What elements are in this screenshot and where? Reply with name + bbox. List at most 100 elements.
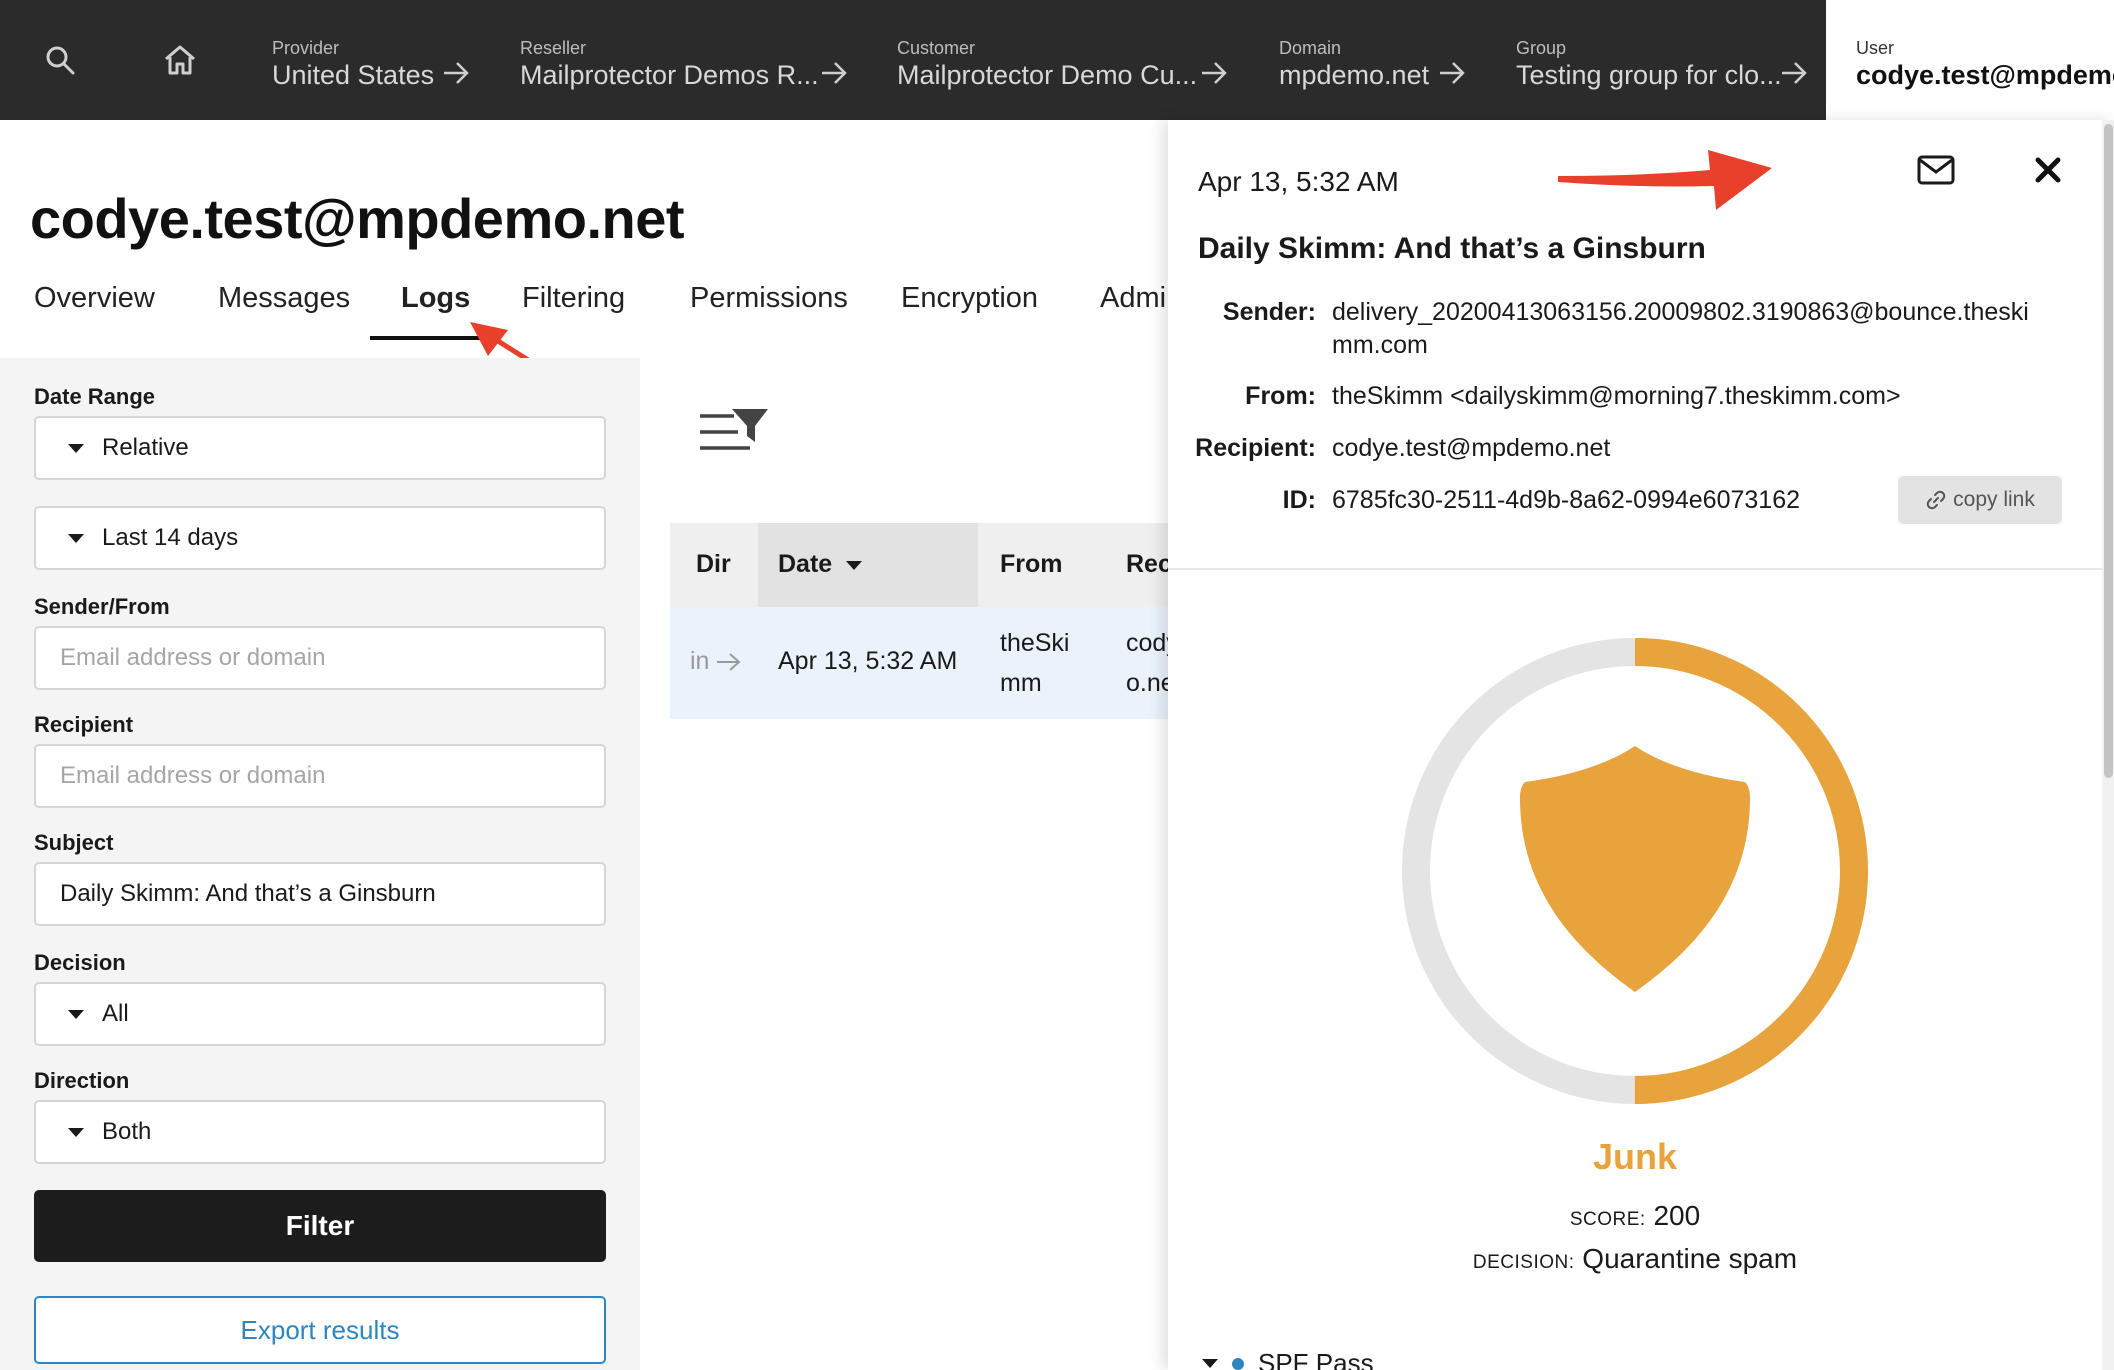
detail-date: Apr 13, 5:32 AM <box>1198 166 1399 197</box>
recipient-key: Recipient: <box>1195 434 1316 462</box>
breadcrumb-user[interactable]: User codye.test@mpdemo.net <box>1826 0 2114 120</box>
close-icon[interactable] <box>2034 156 2062 184</box>
breadcrumb-domain[interactable]: Domain mpdemo.net <box>1279 38 1429 92</box>
row-from-line1: theSki <box>1000 629 1070 657</box>
score-gauge <box>1402 638 1868 1104</box>
shield-icon <box>1520 746 1750 992</box>
page-title: codye.test@mpdemo.net <box>30 187 685 250</box>
arrow-right-icon <box>1440 62 1465 84</box>
envelope-icon[interactable] <box>1916 154 1956 186</box>
row-recipient-line2: o.ne <box>1126 669 1168 697</box>
spf-result-toggle[interactable]: SPF Pass <box>1202 1348 1374 1370</box>
column-dir[interactable]: Dir <box>696 550 731 578</box>
scrollbar[interactable] <box>2102 120 2114 1370</box>
export-results-button[interactable]: Export results <box>34 1296 606 1364</box>
breadcrumb-label: Group <box>1516 38 1567 58</box>
arrow-right-icon <box>1202 62 1227 84</box>
sender-key: Sender: <box>1222 298 1316 326</box>
arrow-right-icon <box>444 62 469 84</box>
scrollbar-thumb[interactable] <box>2104 124 2113 778</box>
breadcrumb-value: codye.test@mpdemo.net <box>1856 60 2114 90</box>
date-range-type-select[interactable]: Relative <box>34 416 606 480</box>
direction-text: in <box>690 647 710 675</box>
row-direction: in <box>690 647 742 676</box>
tab-admin[interactable]: Admin <box>1100 282 1168 314</box>
decision-label: Decision <box>34 950 126 975</box>
breadcrumb-value: mpdemo.net <box>1279 60 1430 90</box>
sender-value-line2: mm.com <box>1332 331 1428 359</box>
breadcrumb-label: Provider <box>272 38 340 58</box>
tab-messages[interactable]: Messages <box>218 282 351 314</box>
arrow-right-icon <box>1782 62 1807 84</box>
breadcrumb-customer[interactable]: Customer Mailprotector Demo Cu... <box>897 38 1197 92</box>
sender-field-wrap <box>34 626 606 690</box>
caret-down-icon <box>68 443 84 453</box>
score-value: 200 <box>1653 1200 1701 1231</box>
select-value: All <box>102 1000 129 1027</box>
copy-link-button[interactable]: copy link <box>1898 476 2062 524</box>
column-recipient[interactable]: Rec <box>1126 550 1168 578</box>
sorted-column-bg <box>758 523 978 607</box>
row-date: Apr 13, 5:32 AM <box>778 647 958 675</box>
breadcrumb-label: Customer <box>897 38 976 58</box>
sender-input[interactable] <box>36 644 604 672</box>
breadcrumb-label: User <box>1856 38 1895 58</box>
log-table-header: Dir Date From Rec <box>670 523 1168 607</box>
arrow-right-icon <box>717 653 741 672</box>
select-value: Relative <box>102 434 189 461</box>
row-from-line2: mm <box>1000 669 1042 697</box>
divider <box>1168 568 2102 570</box>
direction-select[interactable]: Both <box>34 1100 606 1164</box>
copy-link-label: copy link <box>1953 488 2035 511</box>
breadcrumb-value: United States <box>272 60 435 90</box>
subject-label: Subject <box>34 830 114 855</box>
select-value: Both <box>102 1118 152 1145</box>
from-value: theSkimm <dailyskimm@morning7.theskimm.c… <box>1332 382 1901 410</box>
home-icon[interactable] <box>160 40 200 80</box>
tab-logs[interactable]: Logs <box>401 282 471 314</box>
breadcrumb-group[interactable]: Group Testing group for clo... <box>1516 38 1782 92</box>
direction-label: Direction <box>34 1068 130 1093</box>
decision-select[interactable]: All <box>34 982 606 1046</box>
link-icon <box>1926 490 1946 510</box>
tab-bar: Overview Messages Logs Filtering Permiss… <box>0 270 1168 342</box>
caret-down-icon <box>68 533 84 543</box>
recipient-value: codye.test@mpdemo.net <box>1332 434 1611 462</box>
recipient-input[interactable] <box>36 762 604 790</box>
tab-overview[interactable]: Overview <box>34 282 155 314</box>
breadcrumb-reseller[interactable]: Reseller Mailprotector Demos R... <box>520 38 819 92</box>
search-icon[interactable] <box>40 40 80 80</box>
date-range-value-select[interactable]: Last 14 days <box>34 506 606 570</box>
score-line: SCORE: 200 <box>1168 1200 2102 1232</box>
recipient-field-wrap <box>34 744 606 808</box>
column-date[interactable]: Date <box>778 550 863 579</box>
date-range-label: Date Range <box>34 384 156 409</box>
tab-permissions[interactable]: Permissions <box>690 282 848 314</box>
message-detail-drawer: Apr 13, 5:32 AM Daily Skimm: And that’s … <box>1168 120 2114 1370</box>
status-dot <box>1232 1357 1244 1370</box>
subject-input[interactable] <box>36 880 604 908</box>
tab-filtering[interactable]: Filtering <box>522 282 626 314</box>
row-recipient-line1: cody <box>1126 629 1168 657</box>
filter-button[interactable]: Filter <box>34 1190 606 1262</box>
id-value: 6785fc30-2511-4d9b-8a62-0994e6073162 <box>1332 486 1801 514</box>
filter-icon[interactable] <box>698 406 770 458</box>
caret-down-icon <box>1202 1359 1218 1368</box>
arrow-right-icon <box>822 62 847 84</box>
verdict-label: Junk <box>1592 1136 1678 1177</box>
sender-label: Sender/From <box>34 594 170 619</box>
breadcrumb-provider[interactable]: Provider United States <box>272 38 434 92</box>
subject-field-wrap <box>34 862 606 926</box>
gauge-fill <box>1402 638 1868 1104</box>
caret-down-icon <box>68 1127 84 1137</box>
recipient-label: Recipient <box>34 712 134 737</box>
tab-encryption[interactable]: Encryption <box>901 282 1039 314</box>
decision-value: Quarantine spam <box>1582 1243 1798 1274</box>
detail-subject: Daily Skimm: And that’s a Ginsburn <box>1198 232 1706 265</box>
decision-line: DECISION: Quarantine spam <box>1168 1243 2102 1275</box>
sort-desc-icon <box>846 560 863 570</box>
column-from[interactable]: From <box>1000 550 1063 578</box>
active-tab-indicator <box>370 336 494 340</box>
breadcrumb-label: Reseller <box>520 38 587 58</box>
table-row[interactable]: in Apr 13, 5:32 AM theSki mm cody o.ne <box>670 607 1168 719</box>
